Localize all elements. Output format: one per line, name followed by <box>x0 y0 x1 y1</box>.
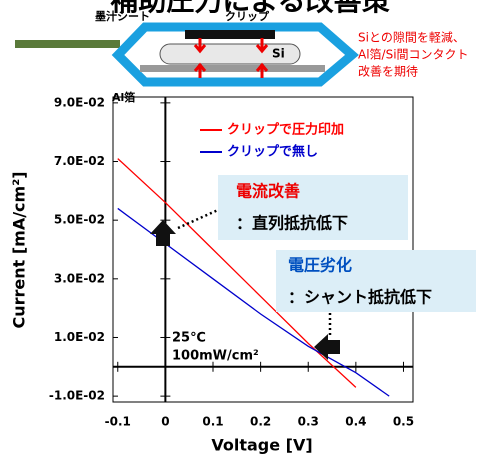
y-tick-label: -1.0E-02 <box>49 389 105 403</box>
condition-text: 25℃ <box>172 331 206 346</box>
condition-text: 100mW/cm² <box>172 349 259 364</box>
wire <box>15 40 120 48</box>
y-tick-label: 3.0E-02 <box>54 271 105 285</box>
y-tick-label: 1.0E-02 <box>54 330 105 344</box>
annotation-text: ：直列抵抗低下 <box>236 214 348 233</box>
si-label: Si <box>272 47 285 61</box>
arrow-up <box>150 220 176 246</box>
clip-label: クリップ <box>225 9 270 23</box>
ink-sheet <box>185 30 275 39</box>
x-tick-label: 0.2 <box>250 415 271 429</box>
x-tick-label: 0 <box>161 415 169 429</box>
legend-label: クリップで圧力印加 <box>227 122 344 138</box>
dotted-leader <box>178 210 218 228</box>
note-line: Siとの隙間を軽減、 <box>358 30 465 45</box>
arrow-left <box>314 334 340 360</box>
x-tick-label: -0.1 <box>105 415 131 429</box>
chart: 補助圧力による改善策 墨汁シート クリップ Si Al箔 Siとの隙間を軽減、 … <box>0 0 482 460</box>
al-foil <box>140 65 325 72</box>
annotation-text: ：シャント抵抗低下 <box>288 288 432 307</box>
annotation-title: 電流改善 <box>236 182 300 201</box>
y-tick-label: 7.0E-02 <box>54 154 105 168</box>
legend-label: クリップで無し <box>227 144 318 160</box>
note-line: Al箔/Si間コンタクト <box>358 47 469 62</box>
x-axis-label: Voltage [V] <box>211 436 312 455</box>
x-tick-label: 0.1 <box>202 415 223 429</box>
annotation-title: 電圧劣化 <box>288 256 352 275</box>
x-tick-label: 0.4 <box>345 415 366 429</box>
y-axis-label: Current [mA/cm²] <box>10 171 29 328</box>
diagram <box>15 27 352 82</box>
x-tick-label: 0.5 <box>393 415 414 429</box>
x-tick-label: 0.3 <box>298 415 319 429</box>
plot-frame <box>113 97 413 402</box>
y-tick-label: 5.0E-02 <box>54 213 105 227</box>
note-line: 改善を期待 <box>358 64 418 79</box>
sheet-label: 墨汁シート <box>95 9 150 23</box>
y-tick-label: 9.0E-02 <box>54 95 105 109</box>
